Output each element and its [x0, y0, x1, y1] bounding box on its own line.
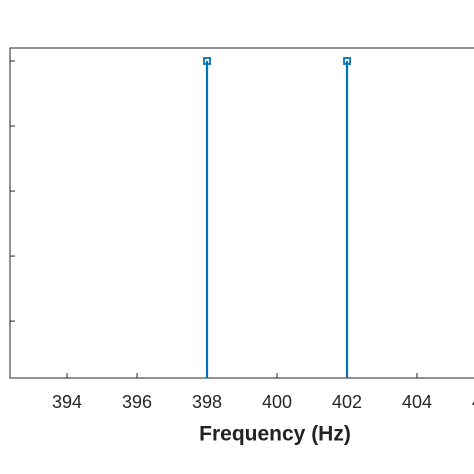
- x-axis-label: Frequency (Hz): [199, 423, 351, 446]
- x-tick-label: 406: [472, 392, 474, 412]
- x-tick-label: 398: [192, 392, 222, 412]
- x-tick-label: 396: [122, 392, 152, 412]
- x-tick-label: 400: [262, 392, 292, 412]
- x-tick-label: 402: [332, 392, 362, 412]
- x-tick-label: 404: [402, 392, 432, 412]
- stem-marker: [203, 57, 211, 65]
- x-tick-label: 394: [52, 392, 82, 412]
- plot-area: [9, 47, 474, 379]
- stem-marker: [343, 57, 351, 65]
